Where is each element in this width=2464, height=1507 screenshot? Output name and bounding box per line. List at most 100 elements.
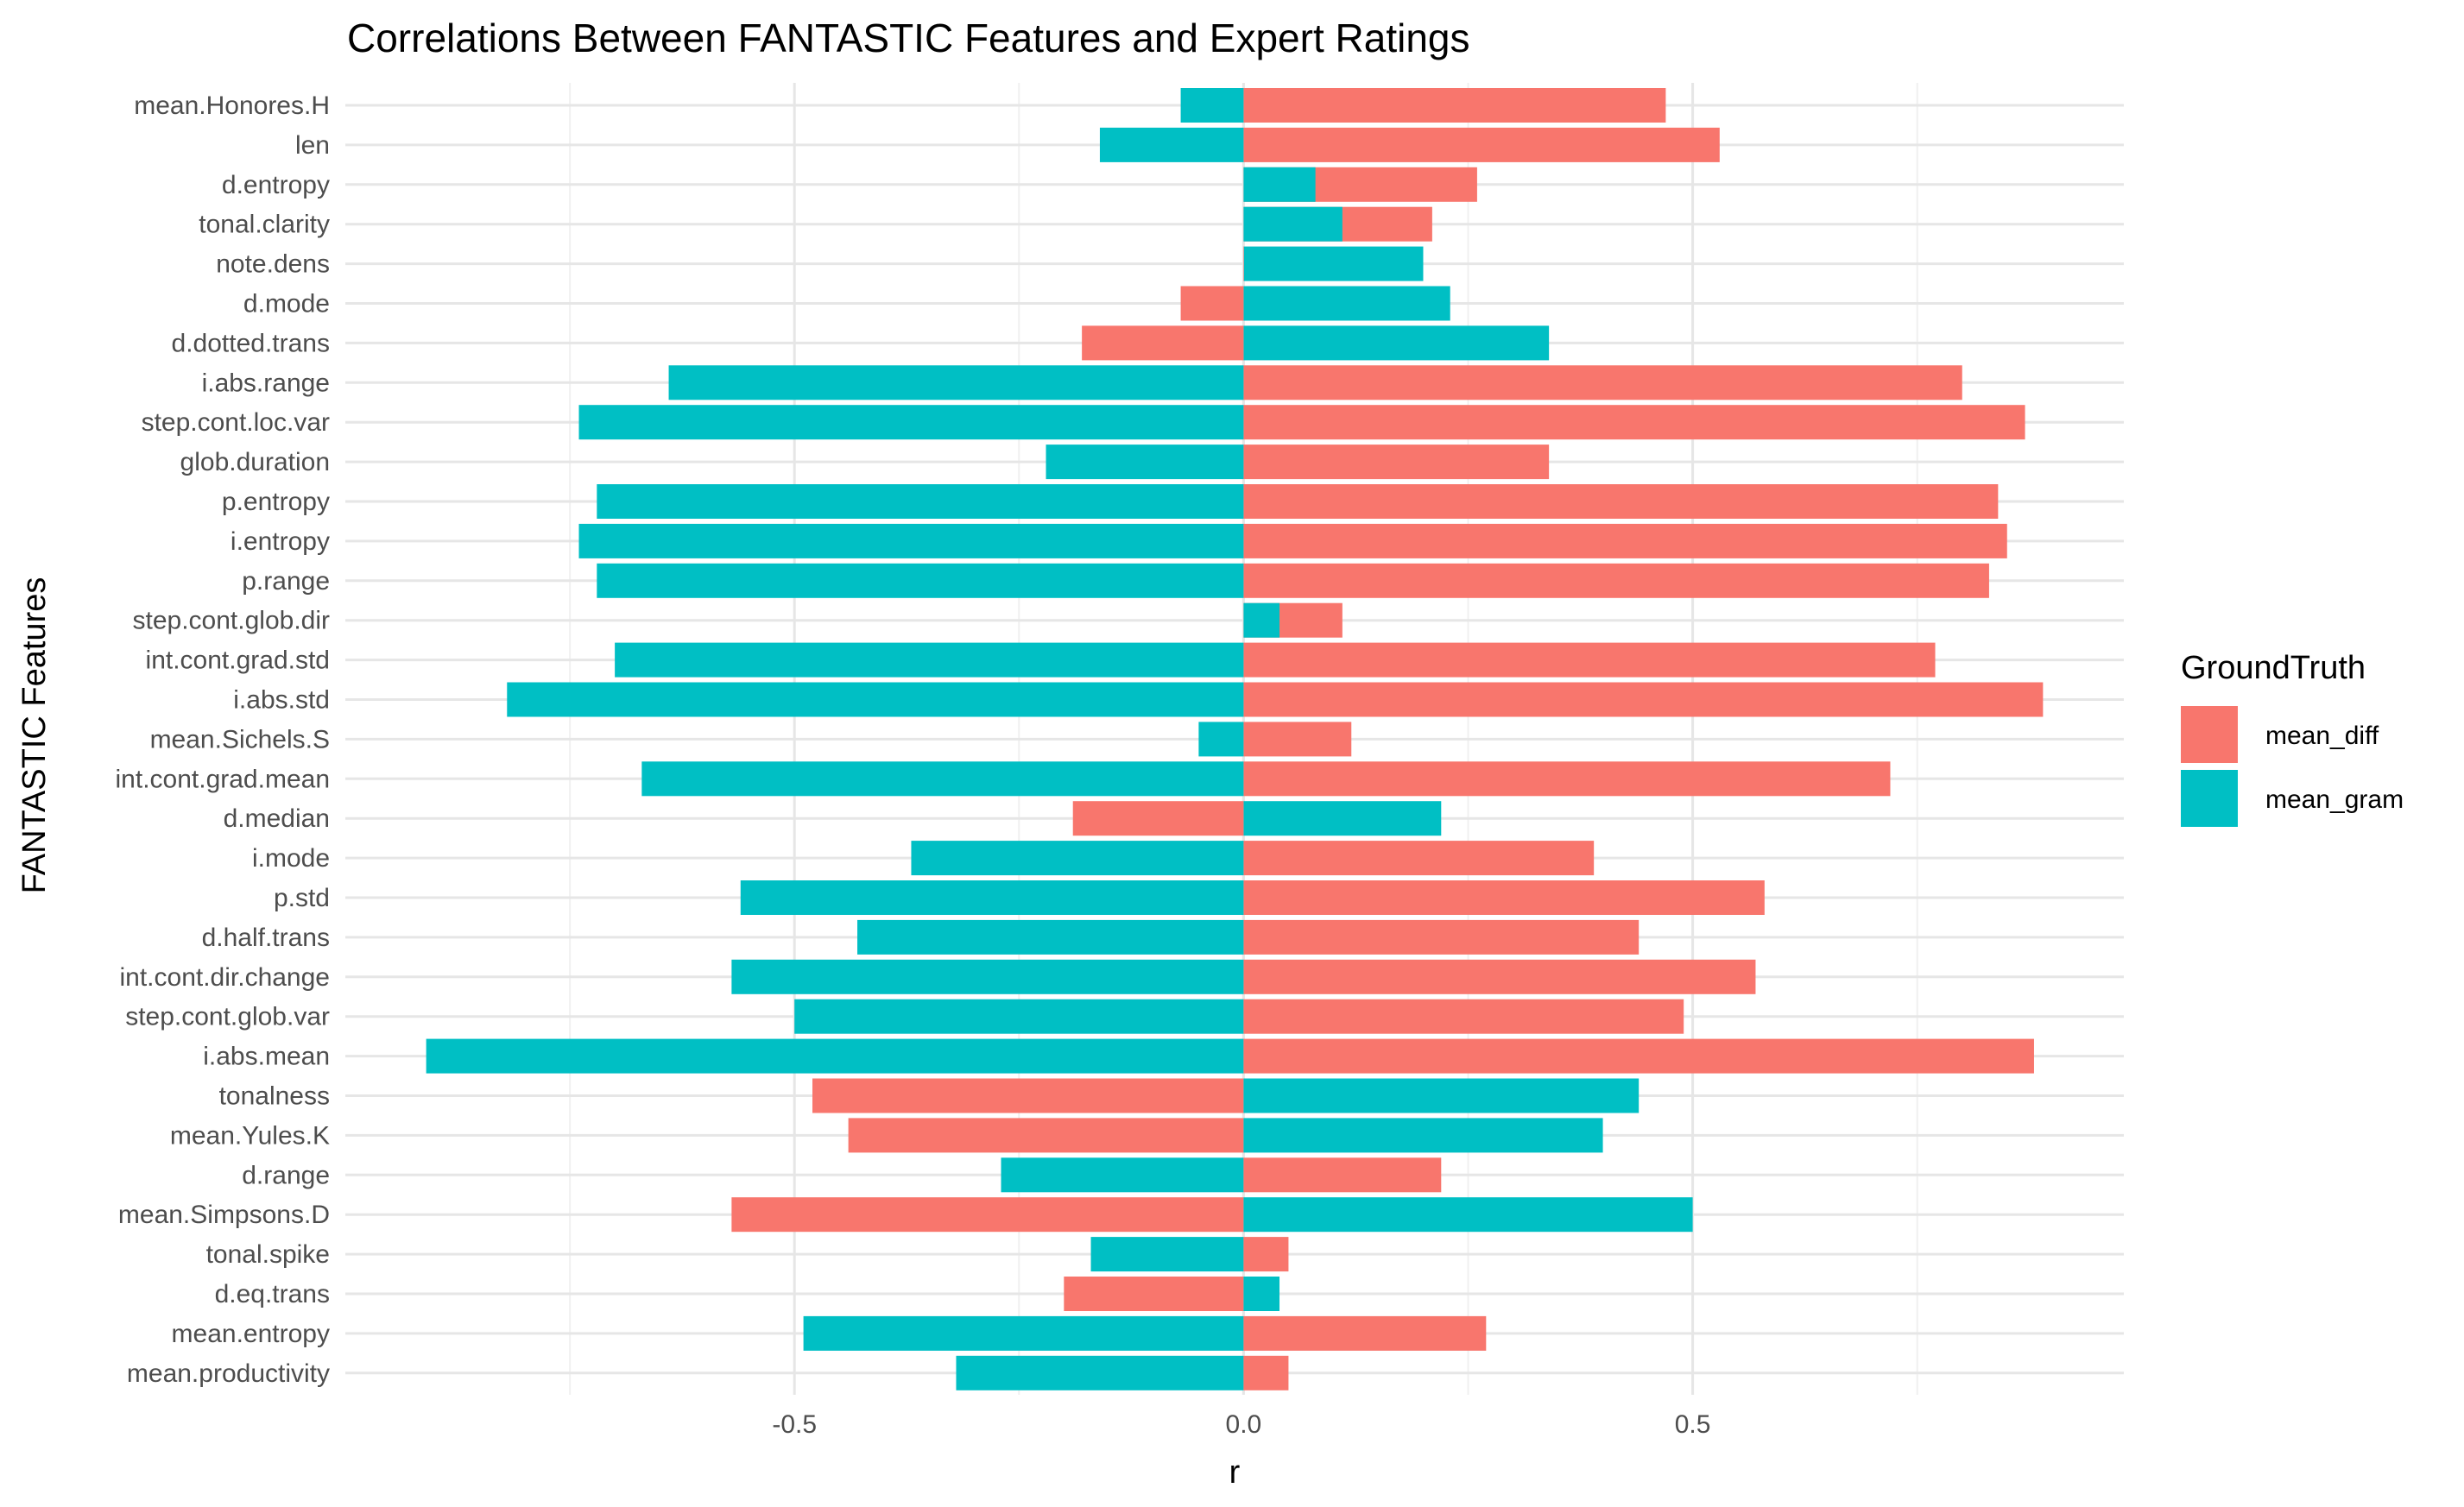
y-tick-label: tonalness [219,1082,330,1111]
bar-mean_gram-i.mode [911,841,1244,876]
bar-mean_gram-d.entropy [1243,167,1316,202]
y-tick-label: d.eq.trans [215,1280,330,1308]
bar-mean_gram-d.half.trans [857,919,1244,955]
legend-key-mean_gram [2181,770,2238,827]
bar-mean_gram-tonalness [1243,1078,1640,1113]
bar-mean_diff-step.cont.glob.var [1243,999,1684,1034]
bar-mean_diff-mean.productivity [1243,1355,1289,1390]
bar-mean_gram-step.cont.loc.var [578,405,1244,440]
bar-mean_diff-int.cont.dir.change [1243,959,1756,994]
y-tick-label: d.dotted.trans [172,329,330,357]
bar-mean_gram-p.std [740,880,1244,915]
bar-mean_diff-d.median [1072,801,1244,836]
legend-label-mean_gram: mean_gram [2265,785,2404,814]
bar-mean_gram-mean.entropy [803,1315,1244,1351]
bar-mean_gram-i.entropy [578,523,1244,558]
bar-mean_gram-int.cont.grad.std [615,642,1244,678]
bar-mean_diff-i.abs.std [1243,682,2044,717]
y-tick-label: p.range [242,567,330,596]
y-tick-label: d.mode [243,290,330,318]
bar-mean_diff-i.abs.mean [1243,1038,2034,1074]
bar-mean_diff-i.mode [1243,841,1595,876]
bar-mean_diff-tonal.spike [1243,1237,1289,1272]
y-tick-label: len [295,131,330,160]
y-tick-label: d.half.trans [202,924,330,952]
bar-mean_diff-d.half.trans [1243,919,1640,955]
y-tick-label: int.cont.grad.mean [116,765,330,793]
y-tick-label: p.entropy [222,488,330,516]
bar-mean_gram-mean.Yules.K [1243,1118,1603,1153]
bar-mean_diff-mean.entropy [1243,1315,1487,1351]
y-axis-ticks: mean.Honores.H len d.entropy tonal.clarity n… [116,91,330,1388]
y-tick-label: d.median [224,804,330,833]
bar-mean_diff-p.entropy [1243,484,1999,519]
y-tick-label: mean.Simpsons.D [118,1201,330,1229]
bar-mean_gram-step.cont.glob.dir [1243,602,1280,638]
bar-mean_gram-p.range [597,563,1244,598]
bar-mean_gram-i.abs.range [668,365,1244,400]
y-tick-label: d.entropy [222,171,330,199]
x-tick-label: -0.5 [772,1410,817,1439]
bar-mean_diff-mean.Simpsons.D [731,1197,1244,1233]
bar-mean_diff-len [1243,127,1720,162]
bar-mean_gram-int.cont.dir.change [731,959,1244,994]
bar-mean_gram-d.mode [1243,286,1450,321]
y-tick-label: mean.entropy [172,1320,330,1348]
y-tick-label: glob.duration [180,448,330,476]
y-tick-label: i.abs.range [202,369,330,397]
bar-mean_diff-mean.Honores.H [1243,88,1666,123]
bar-mean_gram-mean.Simpsons.D [1243,1197,1693,1233]
bar-mean_diff-mean.Yules.K [848,1118,1244,1153]
bar-mean_gram-step.cont.glob.var [794,999,1244,1034]
bar-mean_diff-tonalness [812,1078,1244,1113]
x-axis-ticks: -0.5 0.0 0.5 [772,1410,1710,1439]
y-tick-label: step.cont.glob.var [125,1003,330,1031]
x-tick-label: 0.5 [1675,1410,1711,1439]
y-tick-label: mean.Yules.K [170,1121,330,1150]
y-tick-label: i.mode [252,844,330,873]
legend-title: GroundTruth [2181,650,2366,686]
y-tick-label: note.dens [216,250,330,279]
bar-mean_gram-d.dotted.trans [1243,325,1550,361]
bar-mean_gram-tonal.clarity [1243,206,1343,242]
bar-mean_gram-note.dens [1243,246,1424,281]
y-tick-label: mean.productivity [127,1359,330,1388]
bars [426,88,2044,1390]
y-tick-label: i.entropy [231,527,330,556]
y-tick-label: mean.Sichels.S [150,725,330,754]
y-tick-label: p.std [274,884,330,912]
bar-mean_diff-p.std [1243,880,1765,915]
bar-mean_gram-d.median [1243,801,1442,836]
bar-mean_diff-d.mode [1180,286,1244,321]
bar-mean_gram-i.abs.mean [426,1038,1244,1074]
bar-mean_diff-p.range [1243,563,1989,598]
bar-mean_gram-glob.duration [1046,445,1244,480]
y-tick-label: d.range [242,1161,330,1189]
x-tick-label: 0.0 [1226,1410,1262,1439]
y-axis-title: FANTASTIC Features [16,577,53,894]
y-tick-label: tonal.clarity [199,211,330,239]
bar-mean_diff-d.range [1243,1157,1442,1193]
bar-mean_gram-int.cont.grad.mean [641,761,1244,797]
bar-mean_diff-d.dotted.trans [1082,325,1244,361]
bar-mean_diff-note.dens [1243,246,1244,281]
y-tick-label: int.cont.grad.std [146,646,330,675]
legend: GroundTruth mean_diff mean_gram [2181,650,2404,827]
bar-mean_diff-mean.Sichels.S [1243,722,1352,757]
bar-mean_diff-int.cont.grad.mean [1243,761,1891,797]
bar-mean_diff-int.cont.grad.std [1243,642,1936,678]
bar-mean_gram-i.abs.std [507,682,1244,717]
y-tick-label: i.abs.mean [203,1043,330,1071]
bar-mean_gram-len [1099,127,1244,162]
bar-mean_gram-mean.Sichels.S [1198,722,1244,757]
bar-mean_diff-i.entropy [1243,523,2007,558]
y-tick-label: i.abs.std [233,686,330,715]
bar-mean_diff-step.cont.loc.var [1243,405,2025,440]
bar-mean_gram-mean.productivity [956,1355,1244,1390]
y-tick-label: mean.Honores.H [134,91,330,120]
bar-mean_gram-d.eq.trans [1243,1277,1280,1311]
bar-mean_diff-d.eq.trans [1064,1277,1244,1311]
y-tick-label: step.cont.loc.var [142,408,330,437]
